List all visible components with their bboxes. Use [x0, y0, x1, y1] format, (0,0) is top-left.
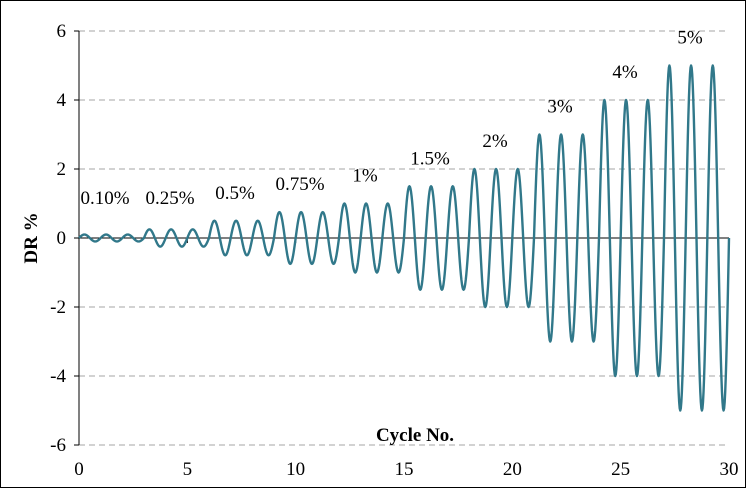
- grid-lines: [79, 30, 729, 446]
- amplitude-label: 1%: [352, 166, 378, 187]
- amplitude-label: 0.25%: [145, 188, 194, 209]
- y-tick-label: 4: [57, 90, 67, 111]
- y-tick-label: -6: [50, 435, 66, 456]
- x-tick-label: 0: [74, 459, 84, 480]
- y-tick-label: -2: [50, 297, 66, 318]
- x-tick-label: 20: [503, 459, 522, 480]
- amplitude-label: 2%: [482, 131, 508, 152]
- amplitude-label: 3%: [547, 97, 573, 118]
- y-tick-label: 0: [57, 228, 67, 249]
- x-tick-label: 10: [286, 459, 305, 480]
- amplitude-labels: 0.10% 0.25% 0.5% 0.75% 1% 1.5% 2% 3% 4% 5%: [80, 28, 702, 210]
- x-axis-title: Cycle No.: [376, 425, 454, 446]
- x-tick-label: 30: [720, 459, 739, 480]
- amplitude-label: 0.75%: [275, 174, 324, 195]
- amplitude-label: 4%: [612, 62, 638, 83]
- y-axis-title: DR %: [21, 212, 42, 263]
- y-tick-label: 2: [57, 159, 67, 180]
- amplitude-label: 5%: [677, 28, 703, 49]
- tick-labels: -6 -4 -2 0 2 4 6 0 5 10 15 20 25 30: [50, 21, 738, 480]
- drift-ratio-series-line: [78, 64, 731, 412]
- amplitude-label: 1.5%: [410, 148, 450, 169]
- series-layer: [78, 64, 731, 412]
- amplitude-label: 0.5%: [215, 183, 255, 204]
- amplitude-label: 0.10%: [80, 188, 129, 209]
- x-tick-label: 15: [395, 459, 414, 480]
- x-tick-label: 5: [183, 459, 193, 480]
- x-tick-label: 25: [611, 459, 630, 480]
- y-tick-label: 6: [57, 21, 67, 42]
- y-tick-label: -4: [50, 366, 66, 387]
